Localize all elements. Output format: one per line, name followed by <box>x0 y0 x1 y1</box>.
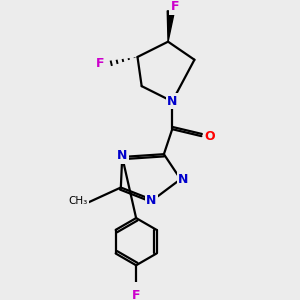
Text: O: O <box>204 130 215 142</box>
Text: N: N <box>178 173 188 186</box>
Text: CH₃: CH₃ <box>68 196 87 206</box>
Text: F: F <box>132 289 140 300</box>
Polygon shape <box>167 11 174 42</box>
Text: N: N <box>117 149 128 162</box>
Text: N: N <box>146 194 157 206</box>
Text: N: N <box>167 95 177 108</box>
Text: F: F <box>171 1 179 13</box>
Text: F: F <box>96 57 104 70</box>
